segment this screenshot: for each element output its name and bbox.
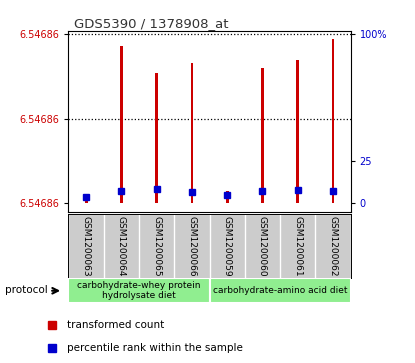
Bar (85, 197, 88, 203)
FancyBboxPatch shape (68, 278, 210, 303)
Bar (296, 60, 299, 203)
Text: GSM1200063: GSM1200063 (82, 216, 90, 277)
Bar (332, 39, 334, 203)
Text: GSM1200064: GSM1200064 (117, 216, 126, 277)
Bar (120, 46, 123, 203)
FancyBboxPatch shape (210, 278, 351, 303)
Text: protocol: protocol (5, 285, 48, 294)
Text: GSM1200062: GSM1200062 (329, 216, 337, 277)
Text: GSM1200060: GSM1200060 (258, 216, 267, 277)
Bar (155, 73, 158, 203)
Text: GSM1200059: GSM1200059 (223, 216, 232, 277)
Text: GSM1200061: GSM1200061 (293, 216, 302, 277)
Bar (261, 68, 264, 203)
Text: transformed count: transformed count (67, 320, 164, 330)
Bar (226, 192, 229, 203)
Text: GSM1200065: GSM1200065 (152, 216, 161, 277)
Bar (190, 63, 193, 203)
Text: GDS5390 / 1378908_at: GDS5390 / 1378908_at (74, 17, 229, 30)
Text: percentile rank within the sample: percentile rank within the sample (67, 343, 243, 352)
Text: carbohydrate-whey protein
hydrolysate diet: carbohydrate-whey protein hydrolysate di… (77, 281, 201, 301)
Text: carbohydrate-amino acid diet: carbohydrate-amino acid diet (213, 286, 347, 295)
Text: GSM1200066: GSM1200066 (188, 216, 196, 277)
